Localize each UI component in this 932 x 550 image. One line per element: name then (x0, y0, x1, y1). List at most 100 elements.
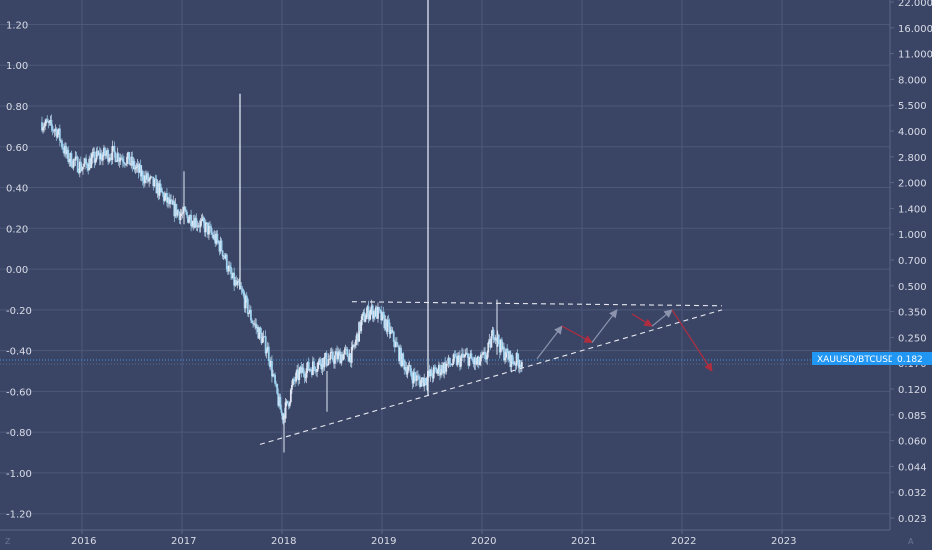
candle-body (456, 356, 459, 365)
candle-body (46, 119, 49, 122)
candle-body (199, 221, 202, 228)
candle-body (383, 314, 386, 329)
candle-body (130, 156, 133, 164)
candle-body (225, 254, 228, 270)
candle-body (246, 298, 249, 314)
candle-body (241, 289, 244, 293)
candle-body (208, 225, 210, 235)
candle-body (50, 119, 53, 127)
candle-body (438, 364, 440, 371)
candle-body (60, 140, 62, 142)
projection-arrow[interactable] (561, 325, 593, 343)
candle-body (418, 376, 420, 380)
x-tick-label: 2020 (471, 536, 496, 547)
candle-body (126, 156, 128, 164)
candle-body (298, 371, 301, 381)
candle-body (167, 197, 169, 203)
x-tick-label: 2021 (571, 536, 596, 547)
candle-body (261, 337, 264, 344)
candle-body (454, 355, 457, 357)
candle-body (257, 326, 260, 339)
candle-body (169, 199, 171, 204)
candle-body (65, 146, 68, 155)
x-tick-label: 2019 (371, 536, 396, 547)
candle-body (64, 146, 66, 154)
candle-body (371, 305, 374, 319)
candle-body (406, 370, 409, 375)
candle-body (128, 152, 131, 165)
candle-body (203, 222, 206, 233)
left-tick-label: -0.20 (6, 306, 32, 317)
candle-body (461, 353, 463, 358)
x-tick-label: 2017 (171, 536, 196, 547)
candle-body (150, 176, 153, 178)
candle-body (489, 339, 492, 348)
candle-body (188, 219, 190, 223)
candle-body (127, 152, 129, 157)
candle-body (217, 240, 220, 243)
right-tick-label: 11.000 (898, 50, 932, 61)
candle-body (472, 360, 475, 365)
candle-body (154, 178, 157, 180)
candle-body (337, 352, 339, 360)
candle-body (471, 358, 474, 361)
candle-body (86, 163, 89, 169)
candle-body (423, 377, 426, 387)
candle-body (396, 341, 398, 346)
candle-body (145, 175, 147, 180)
candle-body (516, 352, 519, 360)
symbol-badge[interactable]: XAUUSD/BTCUSD 0.182 (812, 352, 932, 365)
right-tick-label: 8.000 (898, 75, 927, 86)
candle-body (343, 350, 346, 355)
candle-body (509, 351, 512, 367)
candle-body (205, 222, 208, 224)
projection-arrow[interactable] (536, 325, 563, 360)
candle-body (382, 311, 385, 315)
candle-body (303, 373, 306, 378)
projection-arrow[interactable] (631, 313, 653, 327)
candle-body (106, 150, 108, 155)
candle-body (211, 232, 213, 235)
corner-right-label[interactable]: A (908, 537, 914, 546)
candle-body (218, 242, 221, 252)
corner-left-label[interactable]: Z (5, 537, 11, 546)
candle-body (224, 254, 227, 259)
candle-body (515, 352, 518, 366)
left-tick-label: 0.00 (6, 265, 28, 276)
candle-body (107, 150, 110, 162)
candle-body (279, 396, 282, 410)
candle-body (152, 176, 155, 187)
x-axis[interactable]: 2016 2017 2018 2019 2020 2021 2022 2023 (71, 530, 796, 547)
right-axis[interactable]: 22.000 16.000 11.000 8.000 5.500 4.000 2.800 2.… (890, 0, 932, 525)
trend-line[interactable] (259, 309, 723, 445)
right-tick-label: 5.500 (898, 101, 927, 112)
right-tick-label: 0.032 (898, 488, 927, 499)
candle-body (186, 211, 188, 216)
candle-body (278, 396, 281, 406)
candle-body (157, 183, 160, 196)
candle-body (245, 295, 248, 299)
candle-body (108, 158, 111, 162)
candle-body (197, 225, 200, 227)
right-tick-label: 2.000 (898, 179, 927, 190)
projection-arrow[interactable] (651, 309, 673, 327)
x-tick-label: 2018 (271, 536, 296, 547)
candle-body (366, 306, 369, 314)
left-tick-label: -0.80 (6, 428, 32, 439)
trend-line[interactable] (351, 301, 723, 307)
candle-body (129, 163, 132, 165)
candle-body (392, 331, 395, 342)
projection-arrow[interactable] (671, 309, 713, 372)
candle-body (354, 345, 356, 347)
candle-body (296, 369, 299, 373)
candle-body (431, 376, 434, 379)
projection-arrow[interactable] (591, 309, 618, 343)
candle-body (62, 147, 64, 150)
candle-body (388, 322, 391, 335)
candle-body (72, 159, 75, 168)
candle-body (358, 322, 360, 342)
left-tick-label: -0.40 (6, 347, 32, 358)
left-axis: 1.20 1.00 0.80 0.60 0.40 0.20 0.00 -0.20 -0.40 -0… (6, 20, 32, 520)
candle-body (378, 307, 380, 310)
